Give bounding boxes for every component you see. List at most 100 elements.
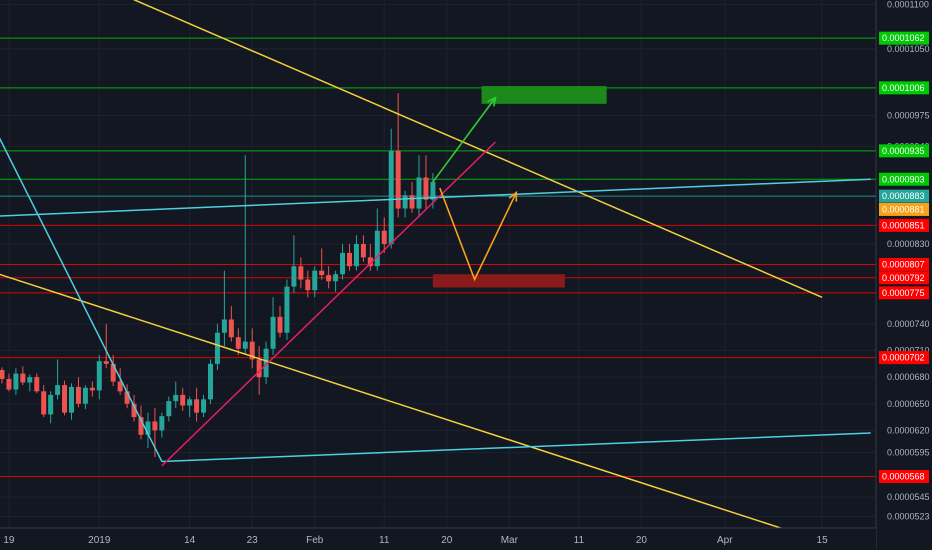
price-badge [879,189,929,203]
price-badge [879,81,929,95]
candle-body [312,270,318,291]
price-badge [879,257,929,271]
candle-body [416,177,422,209]
candle-body [256,359,262,378]
cyan-upper-line [0,178,871,217]
time-tick-label: 23 [247,535,259,546]
candle-body [214,332,220,364]
candle-body [430,181,436,200]
candle-body [235,337,241,349]
price-badge-label: 0.0001062 [882,33,925,43]
candle-body [201,399,207,413]
time-tick-label: 20 [441,535,453,546]
price-badge-label: 0.0000881 [882,204,925,214]
candle-body [402,195,408,209]
price-badge-label: 0.0000775 [882,288,925,298]
candle-body [89,387,95,391]
candle-body [6,378,12,390]
cyan-lower-line [161,432,871,463]
forecast-arrows [432,96,518,282]
price-badge-label: 0.0000935 [882,146,925,156]
trend-lines [0,0,871,534]
candle-body [180,394,186,406]
candle-body [381,230,387,245]
candle-body [221,319,227,333]
price-tick-label: 0.0001100 [887,0,929,9]
price-tick-label: 0.0000710 [887,346,930,356]
price-tick-label: 0.0000650 [887,399,930,409]
candle-body [0,370,5,379]
time-tick-label: Mar [501,535,519,546]
pink-support-line [161,141,496,467]
candle-body [353,244,359,267]
price-badge [879,271,929,285]
time-axis-panel [0,528,876,550]
candle-body [173,394,179,402]
time-tick-label: 11 [574,535,585,546]
price-badge [879,31,929,45]
candle-body [96,361,102,391]
candle-body [208,363,213,400]
time-axis: 19 2019 14 23 Feb 11 20 Mar 11 20 Apr 15 [3,535,828,546]
candle-body [263,348,269,378]
candle-body [367,257,373,267]
candle-body [75,386,81,404]
bullish-arrow-head [487,96,497,107]
candle-body [270,316,276,349]
time-tick-label: 14 [184,535,196,546]
price-tick-label: 0.0000975 [887,110,930,120]
price-badge-label: 0.0000903 [882,174,925,184]
stop-zone [432,274,565,288]
bullish-arrow [432,97,497,183]
candle-body [117,381,123,392]
candle-body [152,421,158,431]
price-badge [879,144,929,158]
price-badge [879,172,929,186]
time-tick-label: 2019 [88,535,111,546]
price-tick-label: 0.0000595 [887,448,930,458]
price-badge-label: 0.0000568 [882,472,925,482]
candle-body [55,385,61,395]
candle-body [41,391,47,415]
time-tick-label: 19 [3,535,15,546]
candle-body [340,252,346,275]
candle-body [124,391,130,404]
price-badge-label: 0.0000851 [882,220,925,230]
bearish-arrow [439,187,518,282]
price-tick-label: 0.0000523 [887,511,930,521]
candle-body [20,373,26,383]
price-badge-label: 0.0000883 [882,191,925,201]
price-badge-label: 0.0000702 [882,353,925,363]
cyan-diagonal-line [0,137,163,462]
candle-body [69,386,74,413]
candle-body [242,341,248,349]
candle-body [319,270,325,276]
candle-body [194,399,200,413]
price-badge-label: 0.0000792 [882,273,925,283]
price-tick-label: 0.0000620 [887,425,930,435]
candle-body [82,387,88,404]
yellow-lower-line [0,273,795,534]
price-tick-label: 0.0000545 [887,492,930,502]
price-badge-label: 0.0001006 [882,83,925,93]
price-badge [879,470,929,484]
candle-body [347,252,352,267]
candle-body [326,275,332,282]
price-badge [879,218,929,232]
candle-body [166,401,172,417]
candle-body [374,230,380,267]
price-tick-label: 0.0000740 [887,319,930,329]
price-tick-label: 0.0000680 [887,372,930,382]
yellow-upper-line [132,0,823,298]
candle-body [333,274,339,282]
candle-body [138,417,144,435]
candle-body [360,244,366,258]
candle-body [277,316,283,333]
price-badge [879,286,929,300]
candle-body [187,399,193,406]
candle-body [395,150,401,209]
price-tick-label: 0.0001050 [887,44,930,54]
candle-body [409,195,415,209]
price-badges: 0.0001062 0.0001006 0.0000935 0.0000903 0.00… [879,31,929,484]
